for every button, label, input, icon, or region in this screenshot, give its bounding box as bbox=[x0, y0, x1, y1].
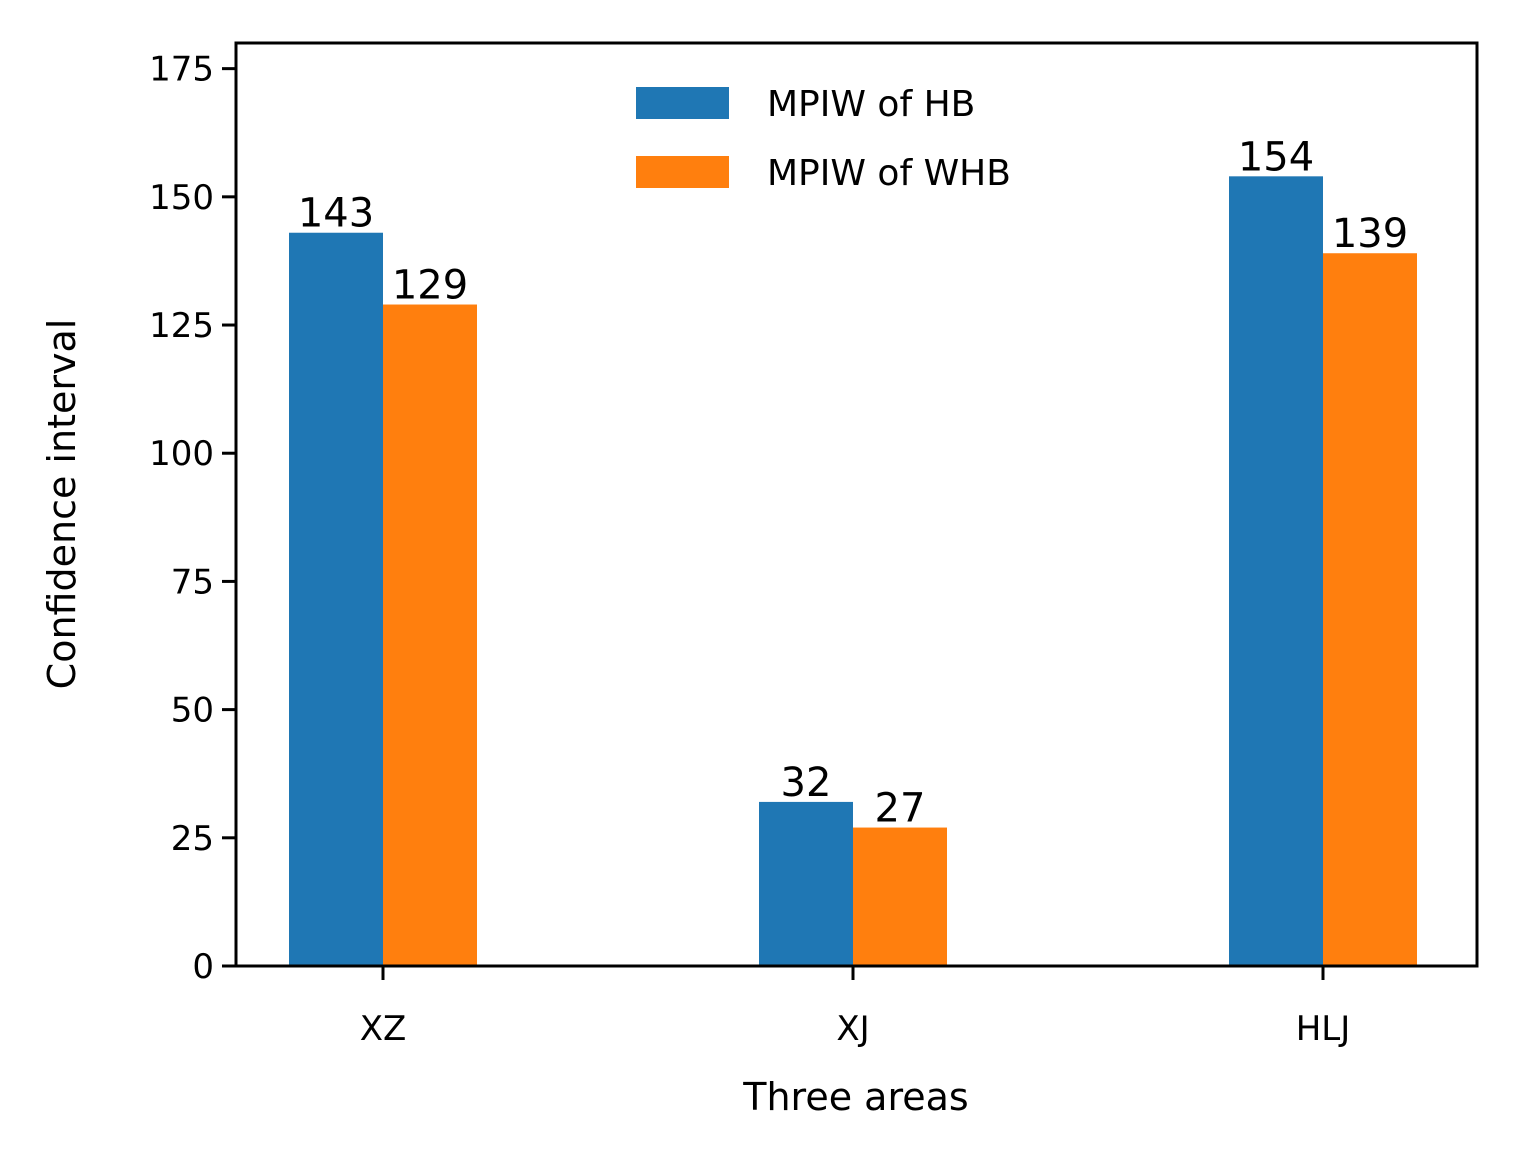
bar-value-label: 27 bbox=[875, 786, 926, 832]
legend-label: MPIW of HB bbox=[767, 84, 975, 125]
bar-value-label: 154 bbox=[1238, 134, 1314, 180]
y-tick-label: 25 bbox=[171, 819, 214, 859]
y-tick-label: 0 bbox=[192, 947, 214, 987]
legend-swatch bbox=[636, 87, 729, 119]
y-tick-label: 175 bbox=[149, 50, 214, 90]
x-axis: XZ XJ HLJ bbox=[360, 966, 1351, 1049]
bars-group bbox=[289, 176, 1417, 967]
bar-value-label: 143 bbox=[298, 191, 374, 237]
legend: MPIW of HB MPIW of WHB bbox=[636, 84, 1011, 194]
y-tick-label: 125 bbox=[149, 306, 214, 346]
bar-labels-group: 143 129 32 27 154 139 bbox=[298, 134, 1408, 831]
x-tick-label: HLJ bbox=[1296, 1009, 1351, 1049]
bar-xz-series-2 bbox=[383, 304, 477, 966]
bar-value-label: 129 bbox=[392, 263, 468, 309]
y-axis-title: Confidence interval bbox=[40, 319, 84, 690]
x-tick-label: XZ bbox=[360, 1009, 407, 1049]
x-tick-label: XJ bbox=[836, 1009, 869, 1049]
legend-swatch bbox=[636, 156, 729, 188]
y-tick-label: 100 bbox=[149, 434, 214, 474]
plot-frame bbox=[234, 41, 1479, 968]
y-tick-label: 75 bbox=[171, 562, 214, 602]
y-axis: 0 25 50 75 100 125 150 175 bbox=[149, 50, 236, 987]
bar-hlj-series-2 bbox=[1323, 253, 1417, 966]
bar-value-label: 139 bbox=[1332, 211, 1408, 257]
bar-value-label: 32 bbox=[781, 760, 832, 806]
legend-label: MPIW of WHB bbox=[767, 153, 1011, 194]
bar-xj-series-1 bbox=[759, 801, 853, 966]
bar-xj-series-2 bbox=[853, 827, 947, 966]
bar-hlj-series-1 bbox=[1229, 176, 1323, 967]
x-axis-title: Three areas bbox=[742, 1075, 968, 1119]
y-tick-label: 50 bbox=[171, 691, 214, 731]
y-tick-label: 150 bbox=[149, 178, 214, 218]
bar-xz-series-1 bbox=[289, 232, 383, 966]
